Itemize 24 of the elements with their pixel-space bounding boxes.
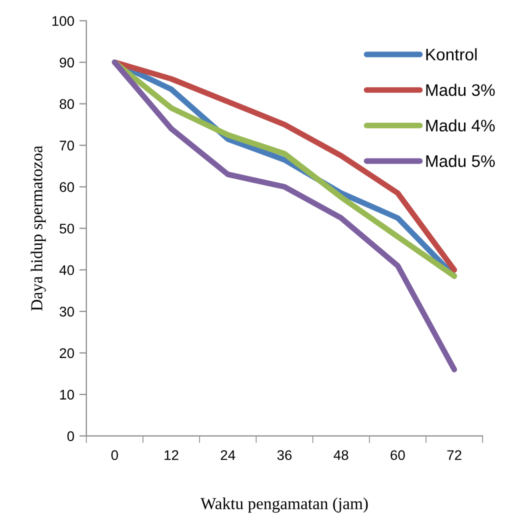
y-tick-label: 60 (60, 182, 74, 192)
y-tick-label: 100 (52, 16, 74, 26)
y-tick-label: 0 (67, 431, 74, 442)
x-tick-label: 60 (390, 450, 405, 460)
x-tick-label: 48 (334, 450, 348, 460)
legend-label: Madu 3% (426, 84, 495, 96)
y-tick-label: 90 (60, 58, 74, 68)
x-tick-label: 72 (447, 450, 462, 460)
y-tick-label: 80 (60, 99, 74, 109)
y-axis-title: Daya hidup spermatozoa (30, 146, 46, 311)
y-tick-label: 20 (60, 348, 74, 358)
x-tick-label: 0 (111, 450, 118, 460)
legend-label: Kontrol (426, 48, 477, 60)
y-tick-label: 40 (59, 265, 74, 276)
y-tick-label: 70 (60, 140, 74, 150)
y-tick-label: 30 (60, 306, 74, 317)
x-axis-title: Waktu pengamatan (jam) (200, 498, 368, 513)
x-tick-label: 12 (164, 450, 178, 460)
x-tick-label: 24 (220, 450, 236, 460)
y-tick-label: 10 (60, 390, 74, 400)
legend-label: Madu 5% (426, 154, 495, 168)
legend-label: Madu 4% (426, 119, 495, 132)
x-tick-label: 36 (277, 450, 292, 460)
y-tick-label: 50 (60, 224, 74, 234)
